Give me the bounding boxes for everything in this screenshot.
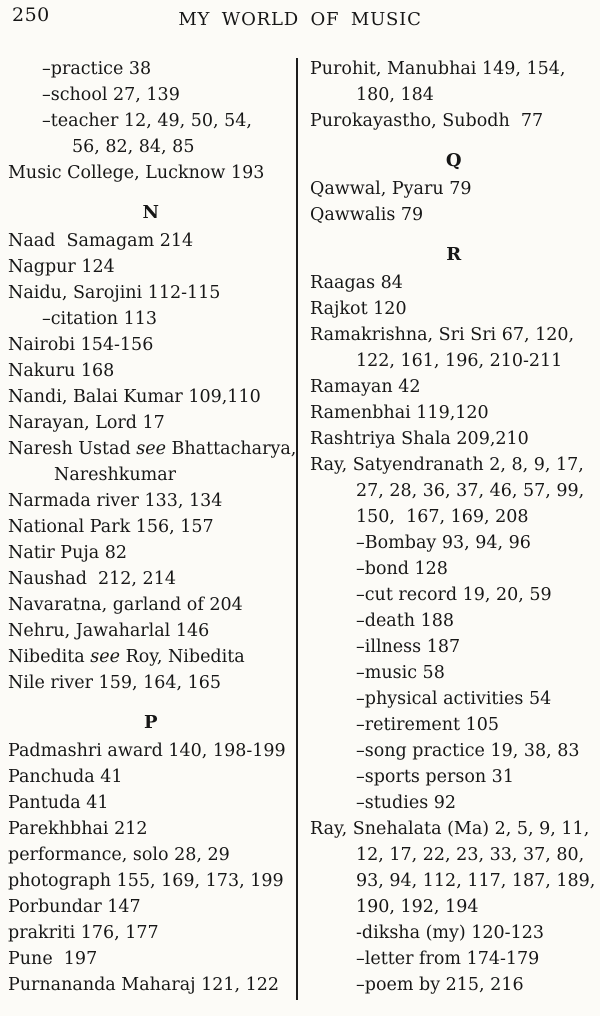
index-entry-continuation: 93, 94, 112, 117, 187, 189, bbox=[356, 871, 596, 891]
index-subentry: –illness 187 bbox=[356, 637, 461, 657]
index-entry: Nile river 159, 164, 165 bbox=[8, 673, 222, 693]
section-heading-r: R bbox=[446, 244, 462, 265]
index-entry: prakriti 176, 177 bbox=[8, 923, 159, 943]
index-entry: Nakuru 168 bbox=[8, 361, 115, 381]
index-entry: Pantuda 41 bbox=[8, 793, 109, 813]
index-text: Nibedita bbox=[8, 647, 91, 667]
index-entry: Ray, Snehalata (Ma) 2, 5, 9, 11, bbox=[310, 819, 590, 839]
page-number: 250 bbox=[12, 4, 50, 26]
index-entry: Panchuda 41 bbox=[8, 767, 123, 787]
cross-reference-see: see bbox=[90, 647, 120, 667]
index-entry: Nandi, Balai Kumar 109,110 bbox=[8, 387, 261, 407]
index-subentry: –school 27, 139 bbox=[42, 85, 180, 105]
cross-reference-see: see bbox=[136, 439, 166, 459]
index-text: Bhattacharya, bbox=[165, 439, 297, 459]
index-entry: Qawwalis 79 bbox=[310, 205, 424, 225]
index-entry: Naushad 212, 214 bbox=[8, 569, 176, 589]
index-entry: Purohit, Manubhai 149, 154, bbox=[310, 59, 566, 79]
index-entry: Nairobi 154-156 bbox=[8, 335, 154, 355]
index-entry-continuation: 150, 167, 169, 208 bbox=[356, 507, 529, 527]
index-entry: performance, solo 28, 29 bbox=[8, 845, 230, 865]
index-entry: Purnananda Maharaj 121, 122 bbox=[8, 975, 280, 995]
index-entry-continuation: 180, 184 bbox=[356, 85, 434, 105]
index-entry: Navaratna, garland of 204 bbox=[8, 595, 243, 615]
index-subentry: –citation 113 bbox=[42, 309, 158, 329]
index-entry: Nibedita see Roy, Nibedita bbox=[8, 644, 294, 670]
column-divider-rule bbox=[296, 58, 298, 1000]
index-subentry: –bond 128 bbox=[356, 559, 448, 579]
index-entry: Naresh Ustad see Bhattacharya, bbox=[8, 436, 297, 462]
index-subentry: –song practice 19, 38, 83 bbox=[356, 741, 580, 761]
index-entry: Nehru, Jawaharlal 146 bbox=[8, 621, 210, 641]
index-subentry: –music 58 bbox=[356, 663, 445, 683]
index-subentry: –letter from 174-179 bbox=[356, 949, 540, 969]
index-entry: Rajkot 120 bbox=[310, 299, 407, 319]
index-entry: Ramakrishna, Sri Sri 67, 120, bbox=[310, 325, 575, 345]
running-header-title: MY WORLD OF MUSIC bbox=[178, 9, 422, 30]
index-entry: Porbundar 147 bbox=[8, 897, 141, 917]
index-entry: Rashtriya Shala 209,210 bbox=[310, 429, 529, 449]
index-entry: Parekhbhai 212 bbox=[8, 819, 148, 839]
index-entry: National Park 156, 157 bbox=[8, 517, 214, 537]
index-entry: Naidu, Sarojini 112-115 bbox=[8, 283, 221, 303]
section-heading-p: P bbox=[143, 712, 159, 733]
index-entry-continuation: 27, 28, 36, 37, 46, 57, 99, bbox=[356, 481, 585, 501]
index-entry: Pune 197 bbox=[8, 949, 98, 969]
index-entry: Naad Samagam 214 bbox=[8, 231, 194, 251]
index-entry-continuation: Nareshkumar bbox=[54, 465, 176, 485]
index-entry: Natir Puja 82 bbox=[8, 543, 128, 563]
index-subentry: –Bombay 93, 94, 96 bbox=[356, 533, 531, 553]
index-entry: Purokayastho, Subodh 77 bbox=[310, 111, 544, 131]
index-entry-continuation: 122, 161, 196, 210-211 bbox=[356, 351, 563, 371]
index-entry: Ramenbhai 119,120 bbox=[310, 403, 489, 423]
index-entry: Music College, Lucknow 193 bbox=[8, 163, 265, 183]
index-subentry: –teacher 12, 49, 50, 54, bbox=[42, 111, 252, 131]
index-entry: Narmada river 133, 134 bbox=[8, 491, 223, 511]
index-entry: Narayan, Lord 17 bbox=[8, 413, 165, 433]
index-entry: Padmashri award 140, 198-199 bbox=[8, 741, 286, 761]
index-entry: Ray, Satyendranath 2, 8, 9, 17, bbox=[310, 455, 584, 475]
index-subentry: –practice 38 bbox=[42, 59, 152, 79]
index-subentry: –cut record 19, 20, 59 bbox=[356, 585, 552, 605]
index-entry-continuation: 190, 192, 194 bbox=[356, 897, 479, 917]
index-entry: Ramayan 42 bbox=[310, 377, 421, 397]
index-entry: photograph 155, 169, 173, 199 bbox=[8, 871, 284, 891]
index-text: Roy, Nibedita bbox=[120, 647, 245, 667]
index-right-column: Purohit, Manubhai 149, 154, 180, 184 Purok… bbox=[310, 56, 598, 998]
index-entry-continuation: 56, 82, 84, 85 bbox=[72, 137, 195, 157]
index-entry: Qawwal, Pyaru 79 bbox=[310, 179, 472, 199]
index-left-column: –practice 38 –school 27, 139 –teacher 12, … bbox=[8, 56, 297, 998]
index-text: Naresh Ustad bbox=[8, 439, 137, 459]
section-heading-n: N bbox=[142, 202, 160, 223]
index-subentry: –sports person 31 bbox=[356, 767, 514, 787]
index-entry-continuation: 12, 17, 22, 23, 33, 37, 80, bbox=[356, 845, 585, 865]
index-entry: Nagpur 124 bbox=[8, 257, 115, 277]
section-heading-q: Q bbox=[445, 150, 463, 171]
index-subentry: –physical activities 54 bbox=[356, 689, 552, 709]
index-subentry: –death 188 bbox=[356, 611, 455, 631]
index-subentry: –retirement 105 bbox=[356, 715, 500, 735]
index-entry: Raagas 84 bbox=[310, 273, 403, 293]
index-subentry: –poem by 215, 216 bbox=[356, 975, 524, 995]
index-subentry: –studies 92 bbox=[356, 793, 457, 813]
index-subentry: -diksha (my) 120-123 bbox=[356, 923, 544, 943]
